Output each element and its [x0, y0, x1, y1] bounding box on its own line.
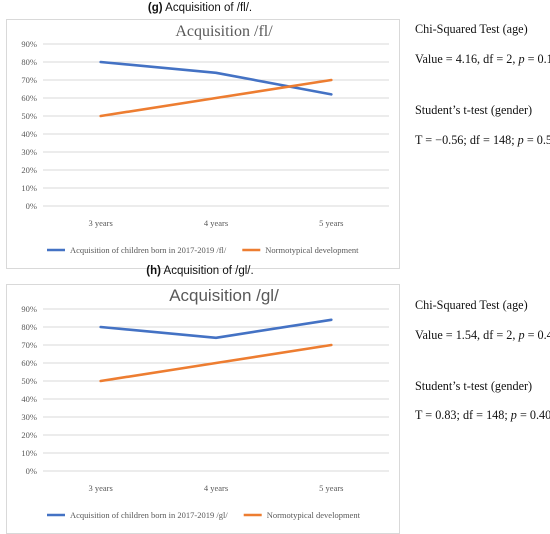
- y-tick-label: 50%: [21, 111, 37, 121]
- y-tick-label: 20%: [21, 165, 37, 175]
- chi-value-text: Value = 1.54, df = 2,: [415, 328, 519, 342]
- legend-label: Normotypical development: [267, 510, 361, 520]
- y-tick-label: 30%: [21, 412, 37, 422]
- y-tick-label: 10%: [21, 183, 37, 193]
- y-tick-label: 80%: [21, 322, 37, 332]
- line-chart-fl: Acquisition /fl/0% 10% 20% 30% 40% 50% 60% 70% 8…: [21, 23, 389, 255]
- chart-panel-h: Acquisition /gl/0% 10% 20% 30% 40% 50% 60% 70% 8…: [6, 284, 400, 534]
- y-tick-label: 90%: [21, 39, 37, 49]
- caption-g: (g) Acquisition of /fl/.: [0, 2, 400, 14]
- y-tick-label: 0%: [26, 201, 37, 211]
- p-symbol: p: [518, 52, 525, 66]
- x-tick-label: 5 years: [319, 483, 343, 493]
- series-line-2: [99, 343, 333, 383]
- legend-label: Acquisition of children born in 2017-201…: [70, 510, 228, 520]
- legend-label: Acquisition of children born in 2017-201…: [70, 245, 227, 255]
- t-p-value: = 0.57: [526, 133, 550, 147]
- y-tick-label: 40%: [21, 394, 37, 404]
- caption-letter: (h): [146, 265, 161, 277]
- series-line-2: [99, 78, 333, 118]
- y-tick-label: 50%: [21, 376, 37, 386]
- x-tick-label: 4 years: [204, 218, 228, 228]
- x-tick-label: 3 years: [89, 483, 113, 493]
- t-value-text: T = 0.83; df = 148;: [415, 408, 511, 422]
- line-chart-gl: Acquisition /gl/0% 10% 20% 30% 40% 50% 60% 70% 8…: [21, 286, 389, 520]
- chart-title: Acquisition /fl/: [175, 23, 273, 40]
- y-tick-label: 0%: [26, 466, 37, 476]
- p-symbol: p: [518, 328, 525, 342]
- series-line-1: [99, 318, 333, 340]
- x-tick-label: 3 years: [89, 218, 113, 228]
- x-tick-label: 4 years: [204, 483, 228, 493]
- caption-text: Acquisition of /fl/.: [162, 2, 253, 14]
- t-test-result: T = −0.56; df = 148; p = 0.57: [415, 133, 550, 148]
- y-tick-label: 70%: [21, 75, 37, 85]
- y-tick-label: 10%: [21, 448, 37, 458]
- chi-squared-title: Chi-Squared Test (age): [415, 22, 528, 36]
- legend-label: Normotypical development: [265, 245, 359, 255]
- t-value-text: T = −0.56; df = 148;: [415, 133, 518, 147]
- chart-panel-g: Acquisition /fl/0% 10% 20% 30% 40% 50% 60% 70% 8…: [6, 19, 400, 269]
- y-tick-label: 20%: [21, 430, 37, 440]
- chart-title: Acquisition /gl/: [169, 286, 279, 305]
- y-tick-label: 70%: [21, 340, 37, 350]
- chi-squared-result: Value = 1.54, df = 2, p = 0.46: [415, 328, 550, 343]
- t-test-title: Student’s t-test (gender): [415, 379, 533, 393]
- chi-value-text: Value = 4.16, df = 2,: [415, 52, 519, 66]
- p-symbol: p: [517, 133, 524, 147]
- chi-squared-title: Chi-Squared Test (age): [415, 298, 528, 312]
- t-test-result: T = 0.83; df = 148; p = 0.40: [415, 408, 550, 423]
- y-tick-label: 40%: [21, 129, 37, 139]
- y-tick-label: 90%: [21, 304, 37, 314]
- caption-h: (h) Acquisition of /gl/.: [0, 265, 400, 277]
- caption-letter: (g): [147, 2, 163, 14]
- x-tick-label: 5 years: [319, 218, 343, 228]
- y-tick-label: 60%: [21, 358, 37, 368]
- t-p-value: = 0.40: [516, 408, 550, 422]
- y-tick-label: 30%: [21, 147, 37, 157]
- chi-squared-result: Value = 4.16, df = 2, p = 0.12: [415, 52, 550, 67]
- caption-text: Acquisition of /gl/.: [160, 265, 254, 277]
- chi-p-value: = 0.12: [527, 52, 550, 66]
- t-test-title: Student’s t-test (gender): [415, 103, 533, 117]
- chi-p-value: = 0.46: [527, 328, 550, 342]
- series-line-1: [99, 60, 333, 96]
- p-symbol: p: [510, 408, 517, 422]
- y-tick-label: 60%: [21, 93, 37, 103]
- y-tick-label: 80%: [21, 57, 37, 67]
